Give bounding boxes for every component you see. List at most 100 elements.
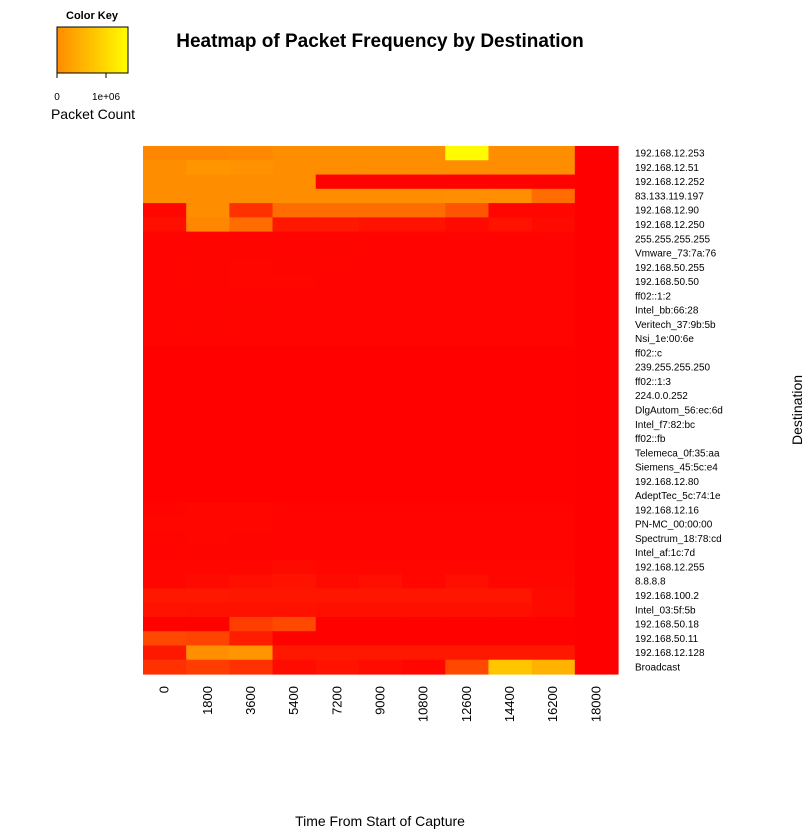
heatmap-cell [445,374,490,390]
heatmap-cell [445,588,490,604]
heatmap-cell [488,260,533,276]
heatmap-cell [272,160,317,176]
row-label: 192.168.100.2 [635,591,699,602]
heatmap-cell [186,531,230,547]
heatmap-cell [488,288,533,304]
heatmap-cell [143,245,187,261]
heatmap-cell [229,274,274,290]
heatmap-cell [358,302,403,318]
heatmap-cell [143,217,187,233]
row-label: 192.168.50.255 [635,263,705,274]
heatmap-cell [229,531,274,547]
heatmap-cell [574,631,619,647]
heatmap-cell [445,545,490,561]
heatmap-cell [402,374,446,390]
heatmap-cell [143,417,187,433]
heatmap-cell [229,174,274,190]
heatmap-cell [143,445,187,461]
heatmap-cell [574,402,619,418]
heatmap-cell [229,602,274,618]
heatmap-cell [358,274,403,290]
heatmap-cell [358,160,403,176]
heatmap-cell [531,345,576,361]
heatmap-cell [143,559,187,575]
heatmap-cell [402,231,446,247]
heatmap-cell [402,188,446,204]
heatmap-cell [358,588,403,604]
heatmap-cell [488,616,533,632]
row-label: Vmware_73:7a:76 [635,249,717,260]
heatmap-cell [488,360,533,375]
row-label: 192.168.12.16 [635,505,699,516]
heatmap-cell [229,345,274,361]
heatmap-cell [186,288,230,304]
heatmap-cell [143,360,187,375]
heatmap-cell [272,231,317,247]
heatmap-cell [574,317,619,333]
heatmap-cell [531,274,576,290]
heatmap-cell [531,188,576,204]
heatmap-cell [531,645,576,661]
heatmap-cell [272,459,317,475]
color-key-title: Color Key [66,10,119,22]
heatmap-cell [531,302,576,318]
heatmap-cell [574,645,619,661]
color-key-label: Packet Count [51,106,135,122]
column-label: 12600 [459,686,474,722]
heatmap-cell [574,160,619,176]
heatmap-cell [402,417,446,433]
heatmap-cell [186,588,230,604]
heatmap-cell [445,146,490,161]
heatmap-cell [358,360,403,375]
heatmap-cell [315,402,360,418]
heatmap-cell [229,260,274,276]
heatmap-cell [574,245,619,261]
heatmap-cell [272,616,317,632]
row-label: ff02::1:2 [635,291,671,302]
heatmap-cell [315,331,360,347]
heatmap-cell [315,631,360,647]
heatmap-cell [272,488,317,504]
heatmap-cell [272,588,317,604]
heatmap-cell [358,545,403,561]
heatmap-cell [315,659,360,675]
heatmap-cell [531,388,576,404]
heatmap-cell [574,345,619,361]
heatmap-cell [229,245,274,261]
heatmap-cell [358,345,403,361]
heatmap-cell [229,331,274,347]
heatmap-cell [272,517,317,532]
heatmap-cell [402,574,446,589]
heatmap-cell [143,616,187,632]
heatmap-cell [272,317,317,333]
heatmap-cell [445,274,490,290]
heatmap-cell [488,174,533,190]
heatmap-cell [358,231,403,247]
heatmap-cell [272,388,317,404]
heatmap-cell [358,531,403,547]
heatmap-cell [488,188,533,204]
heatmap-cell [574,602,619,618]
heatmap-cell [488,474,533,490]
heatmap-cell [531,417,576,433]
heatmap-cell [315,588,360,604]
heatmap-cell [315,459,360,475]
heatmap-cell [315,317,360,333]
row-label: 192.168.12.80 [635,477,699,488]
heatmap-cell [445,488,490,504]
heatmap-cell [358,317,403,333]
heatmap-cell [186,545,230,561]
heatmap-cell [272,360,317,375]
heatmap-cell [574,374,619,390]
heatmap-cell [272,302,317,318]
heatmap-cell [186,160,230,176]
heatmap-cell [402,302,446,318]
heatmap-cell [488,203,533,218]
heatmap-cell [574,217,619,233]
heatmap-cell [315,260,360,276]
heatmap-cell [488,402,533,418]
heatmap-cell [229,360,274,375]
heatmap-cell [229,188,274,204]
heatmap-cell [315,174,360,190]
